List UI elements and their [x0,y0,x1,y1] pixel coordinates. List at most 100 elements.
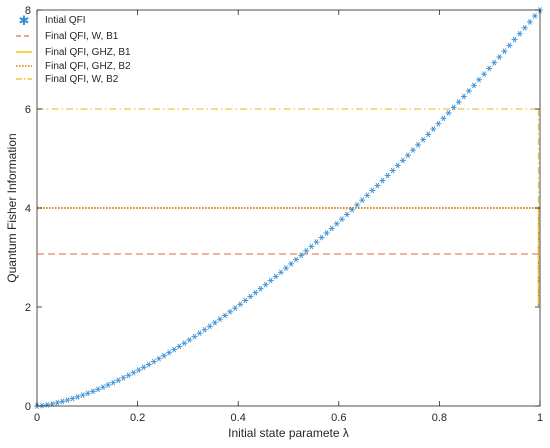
y-axis-label: Quantum Fisher Information [5,133,19,282]
data-point [359,197,366,203]
data-point-stroke [55,399,60,406]
data-point-stroke [202,326,207,333]
data-point [161,352,168,359]
data-point-stroke [96,386,100,393]
data-point-stroke [400,157,405,164]
data-point-stroke [482,71,487,77]
data-point [343,211,350,218]
data-point-stroke [334,220,339,227]
data-point-stroke [527,19,532,25]
data-point-stroke [350,206,354,213]
data-point [288,261,295,267]
data-point-stroke [238,301,243,308]
data-point-stroke [446,110,451,116]
data-point-stroke [360,197,365,203]
data-point [69,395,76,402]
data-point-stroke [121,374,126,381]
data-point [150,358,157,365]
data-point [272,273,279,280]
data-point [105,382,112,388]
data-point [155,355,162,362]
data-point-stroke [390,167,395,174]
x-tick-label: 0.6 [331,412,346,424]
data-point [44,402,51,408]
data-point-stroke [416,142,420,148]
data-point [196,330,203,337]
data-point [211,319,218,326]
data-point-stroke [294,256,299,263]
y-tick-label: 0 [25,401,31,413]
data-point-stroke [441,115,446,122]
data-point-stroke [406,152,410,159]
data-point-stroke [278,269,283,276]
data-point [74,394,81,400]
data-point [521,25,528,31]
data-point [100,384,107,390]
data-point [516,30,523,37]
data-point-stroke [101,384,105,390]
data-point [318,234,325,241]
data-point-stroke [426,131,431,138]
data-point-stroke [304,248,309,254]
data-point [125,372,132,379]
legend-label-w-b2: Final QFI, W, B2 [45,74,119,85]
data-point-stroke [355,202,359,208]
data-point-stroke [253,289,258,296]
data-point [140,364,147,371]
data-point [415,142,422,148]
data-point [94,386,101,393]
data-point-stroke [75,394,80,400]
data-point-stroke [507,42,512,49]
plot-background [37,10,540,406]
data-point-stroke [182,340,187,347]
data-point [501,48,508,55]
data-point [440,115,447,122]
legend-label-initial-qfi: Intial QFI [45,15,86,26]
data-point-stroke [40,402,44,409]
data-point-stroke [289,261,293,267]
data-point [135,367,142,373]
data-point-stroke [131,369,136,376]
data-point-stroke [263,281,268,288]
y-tick-label: 8 [25,5,31,17]
data-point [333,220,340,227]
data-point [491,59,498,66]
data-point [201,326,208,333]
data-point-stroke [111,379,116,386]
y-tick-label: 6 [25,104,31,116]
data-point [64,397,71,403]
data-point [379,177,386,184]
legend-item-w-b2: Final QFI, W, B2 [16,74,119,85]
data-point-stroke [324,230,329,236]
data-point-stroke [207,323,212,330]
data-point-stroke [162,352,166,359]
data-point-stroke [512,36,517,43]
legend-item-ghz-b2: Final QFI, GHZ, B2 [16,61,131,72]
data-point [430,126,437,132]
data-point-stroke [319,234,324,241]
data-point [293,256,300,263]
data-point-stroke [116,377,121,384]
data-point [59,398,66,405]
data-point-stroke [466,88,471,94]
legend-asterisk-icon: ✱ [19,14,30,29]
data-point-stroke [70,395,75,402]
data-point [455,99,462,105]
data-point [526,19,533,25]
data-point [354,202,361,208]
data-point-stroke [339,216,344,222]
data-point-stroke [385,172,390,179]
data-point [79,392,86,398]
data-point [110,379,117,386]
data-point [227,309,234,315]
data-point [389,167,396,174]
data-point [237,301,244,308]
data-point [247,293,254,300]
data-point-stroke [299,252,304,259]
data-point-stroke [187,337,192,343]
data-point-stroke [365,192,370,199]
data-point [206,323,213,330]
data-point-stroke [212,319,217,326]
data-point [232,305,239,311]
data-point-stroke [375,182,380,189]
